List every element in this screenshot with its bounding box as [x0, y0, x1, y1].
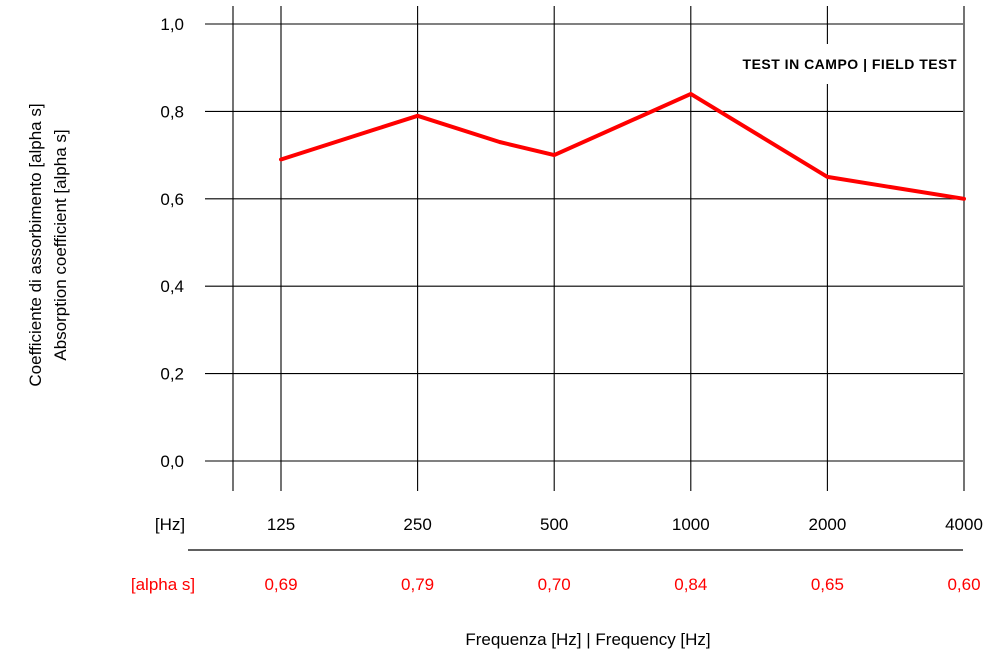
- annotation-background: [724, 44, 960, 84]
- y-axis-title-line1: Coefficiente di assorbimento [alpha s]: [26, 103, 45, 386]
- alpha-value-label: 0,79: [401, 575, 434, 594]
- frequency-row: 125 250 500 1000 2000 4000: [267, 515, 983, 534]
- series-line: [279, 91, 966, 201]
- y-tick-label: 1,0: [160, 15, 184, 34]
- y-tick-label: 0,0: [160, 452, 184, 471]
- y-axis-title-line2: Absorption coefficient [alpha s]: [51, 129, 70, 360]
- grid-layer: [205, 6, 965, 491]
- alpha-value-label: 0,69: [264, 575, 297, 594]
- series-layer: [279, 91, 966, 201]
- y-tick-label: 0,2: [160, 365, 184, 384]
- x-axis-title: Frequenza [Hz] | Frequency [Hz]: [465, 630, 710, 649]
- alpha-value-label: 0,70: [538, 575, 571, 594]
- x-category-label: 250: [403, 515, 431, 534]
- x-category-label: 4000: [945, 515, 983, 534]
- x-category-label: 125: [267, 515, 295, 534]
- alpha-value-label: 0,84: [674, 575, 707, 594]
- field-test-annotation: TEST IN CAMPO | FIELD TEST: [743, 56, 957, 72]
- x-category-label: 500: [540, 515, 568, 534]
- x-category-label: 1000: [672, 515, 710, 534]
- y-tick-labels: 0,0 0,2 0,4 0,6 0,8 1,0: [160, 15, 184, 471]
- alpha-value-label: 0,65: [811, 575, 844, 594]
- x-category-label: 2000: [808, 515, 846, 534]
- y-tick-label: 0,4: [160, 277, 184, 296]
- alpha-value-label: 0,60: [947, 575, 980, 594]
- y-tick-label: 0,6: [160, 190, 184, 209]
- frequency-row-label: [Hz]: [155, 515, 185, 534]
- alpha-row-label: [alpha s]: [131, 575, 195, 594]
- y-tick-label: 0,8: [160, 102, 184, 121]
- alpha-row: 0,69 0,79 0,70 0,84 0,65 0,60: [264, 575, 980, 594]
